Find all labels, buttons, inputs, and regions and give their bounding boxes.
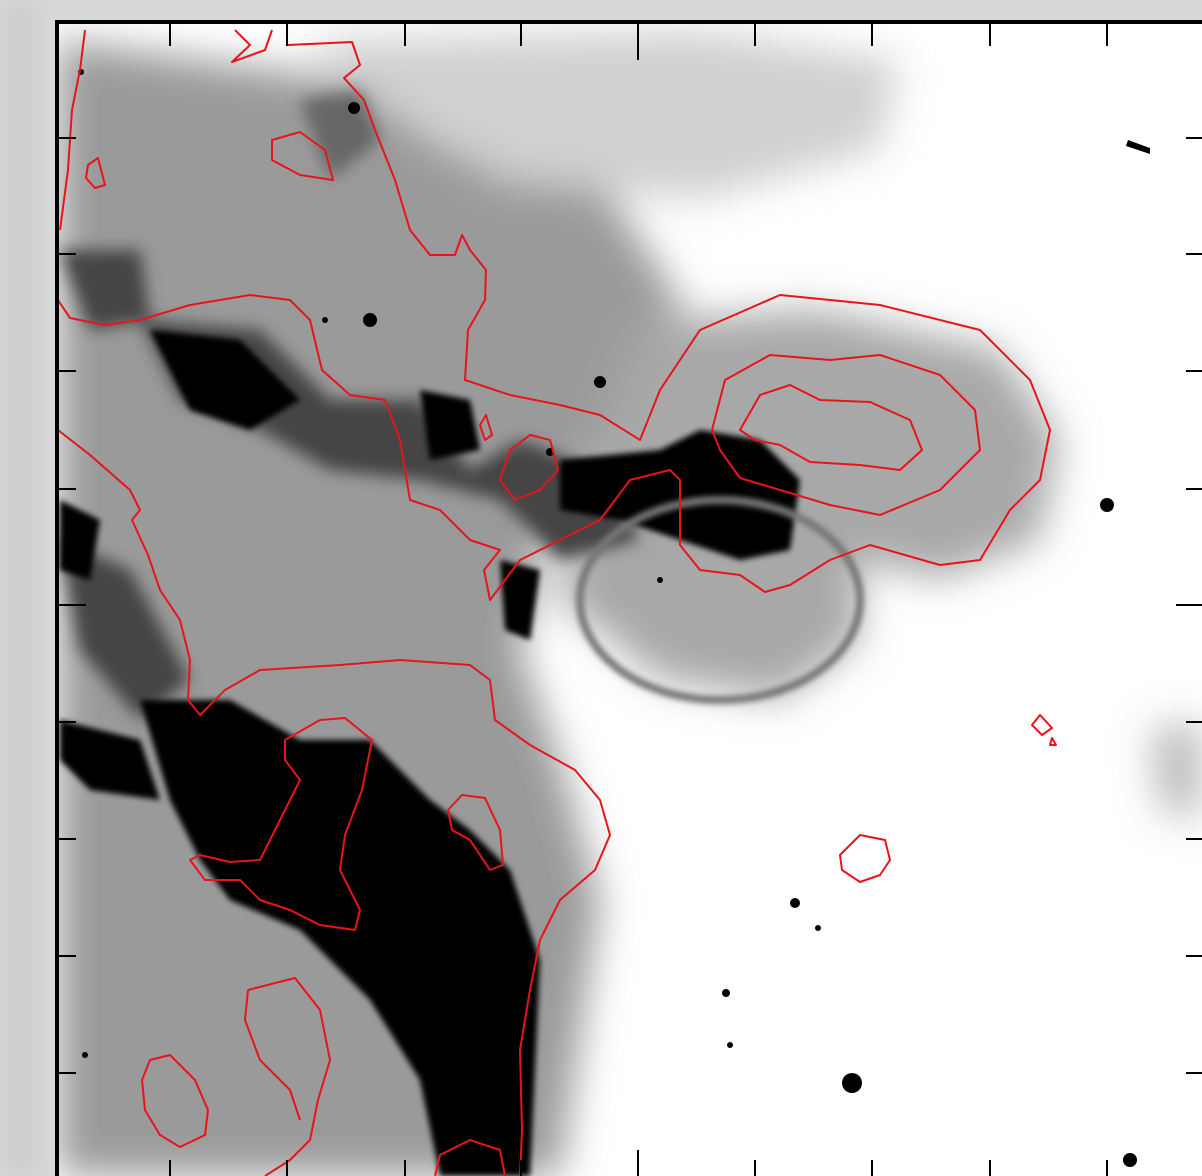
image: [58, 23, 1202, 1176]
figure: [0, 0, 1202, 1176]
background-shade: [0, 0, 40, 1176]
page: [0, 0, 1202, 1176]
